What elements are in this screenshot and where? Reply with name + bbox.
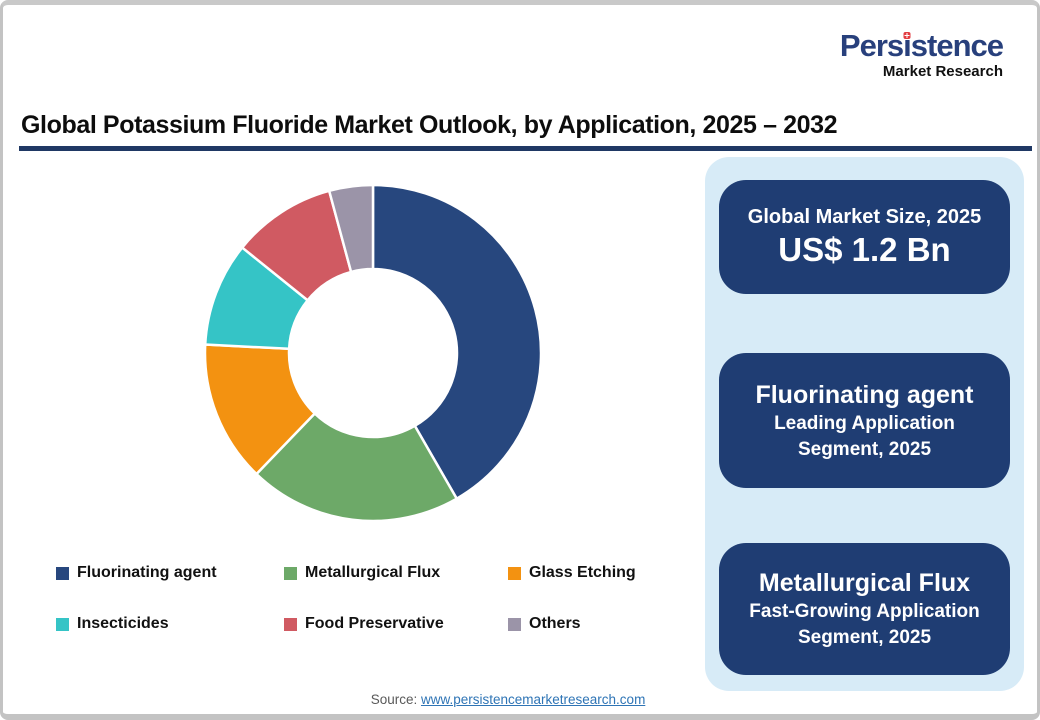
donut-segment-metallurgical-flux <box>255 412 458 523</box>
legend-label: Others <box>529 615 581 632</box>
donut-segment-fluorinating-agent <box>371 183 543 500</box>
legend-label: Glass Etching <box>529 564 636 581</box>
leading-segment-sub1: Leading Application <box>774 412 955 434</box>
leading-segment-sub2: Segment, 2025 <box>797 438 932 460</box>
legend-swatch-fluorinating-agent <box>56 566 69 580</box>
logo-tagline: Market Research <box>882 63 1003 80</box>
legend-swatch-glass-etching <box>508 566 521 580</box>
chart-legend: Fluorinating agent Metallurgical Flux Gl… <box>56 563 698 634</box>
legend-swatch-others <box>508 617 521 631</box>
market-size-value: US$ 1.2 Bn <box>778 231 951 268</box>
donut-chart <box>201 181 545 525</box>
leading-segment-card: Fluorinating agent Leading Application S… <box>719 353 1010 488</box>
legend-swatch-metallurgical-flux <box>284 566 297 580</box>
legend-item-insecticides: Insecticides <box>56 614 284 634</box>
source-line: Source: www.persistencemarketresearch.co… <box>3 692 1013 707</box>
legend-item-metallurgical-flux: Metallurgical Flux <box>284 563 508 583</box>
legend-swatch-food-preservative <box>284 617 297 631</box>
title-underline <box>19 146 1032 151</box>
fast-growing-segment-name: Metallurgical Flux <box>758 569 971 597</box>
source-link[interactable]: www.persistencemarketresearch.com <box>420 692 646 707</box>
donut-segment-others <box>327 183 375 274</box>
legend-item-others: Others <box>508 614 698 634</box>
fast-growing-segment-sub1: Fast-Growing Application <box>749 601 980 622</box>
legend-item-glass-etching: Glass Etching <box>508 563 698 583</box>
page-title: Global Potassium Fluoride Market Outlook… <box>21 111 838 139</box>
persistence-logo: Persıstence Market Research <box>787 28 1004 80</box>
legend-item-food-preservative: Food Preservative <box>284 614 508 634</box>
logo-red-dot-i: ı <box>903 28 912 63</box>
legend-swatch-insecticides <box>56 617 69 631</box>
logo-text-post: stence <box>910 28 1004 63</box>
legend-label: Food Preservative <box>305 615 444 632</box>
market-size-card: Global Market Size, 2025 US$ 1.2 Bn <box>719 180 1010 294</box>
legend-label: Insecticides <box>77 615 169 632</box>
market-size-heading: Global Market Size, 2025 <box>747 206 982 228</box>
fast-growing-segment-card: Metallurgical Flux Fast-Growing Applicat… <box>719 543 1010 675</box>
logo-wordmark: Persıstence <box>787 28 1004 63</box>
legend-label: Metallurgical Flux <box>305 564 441 581</box>
legend-item-fluorinating-agent: Fluorinating agent <box>56 563 284 583</box>
leading-segment-name: Fluorinating agent <box>755 380 974 409</box>
legend-label: Fluorinating agent <box>77 564 217 581</box>
logo-text-pre: Pers <box>839 28 904 63</box>
source-label: Source: <box>370 692 418 707</box>
highlight-panel: Global Market Size, 2025 US$ 1.2 Bn Fluo… <box>705 157 1024 691</box>
donut-chart-svg <box>203 183 543 523</box>
fast-growing-segment-sub2: Segment, 2025 <box>797 627 932 648</box>
